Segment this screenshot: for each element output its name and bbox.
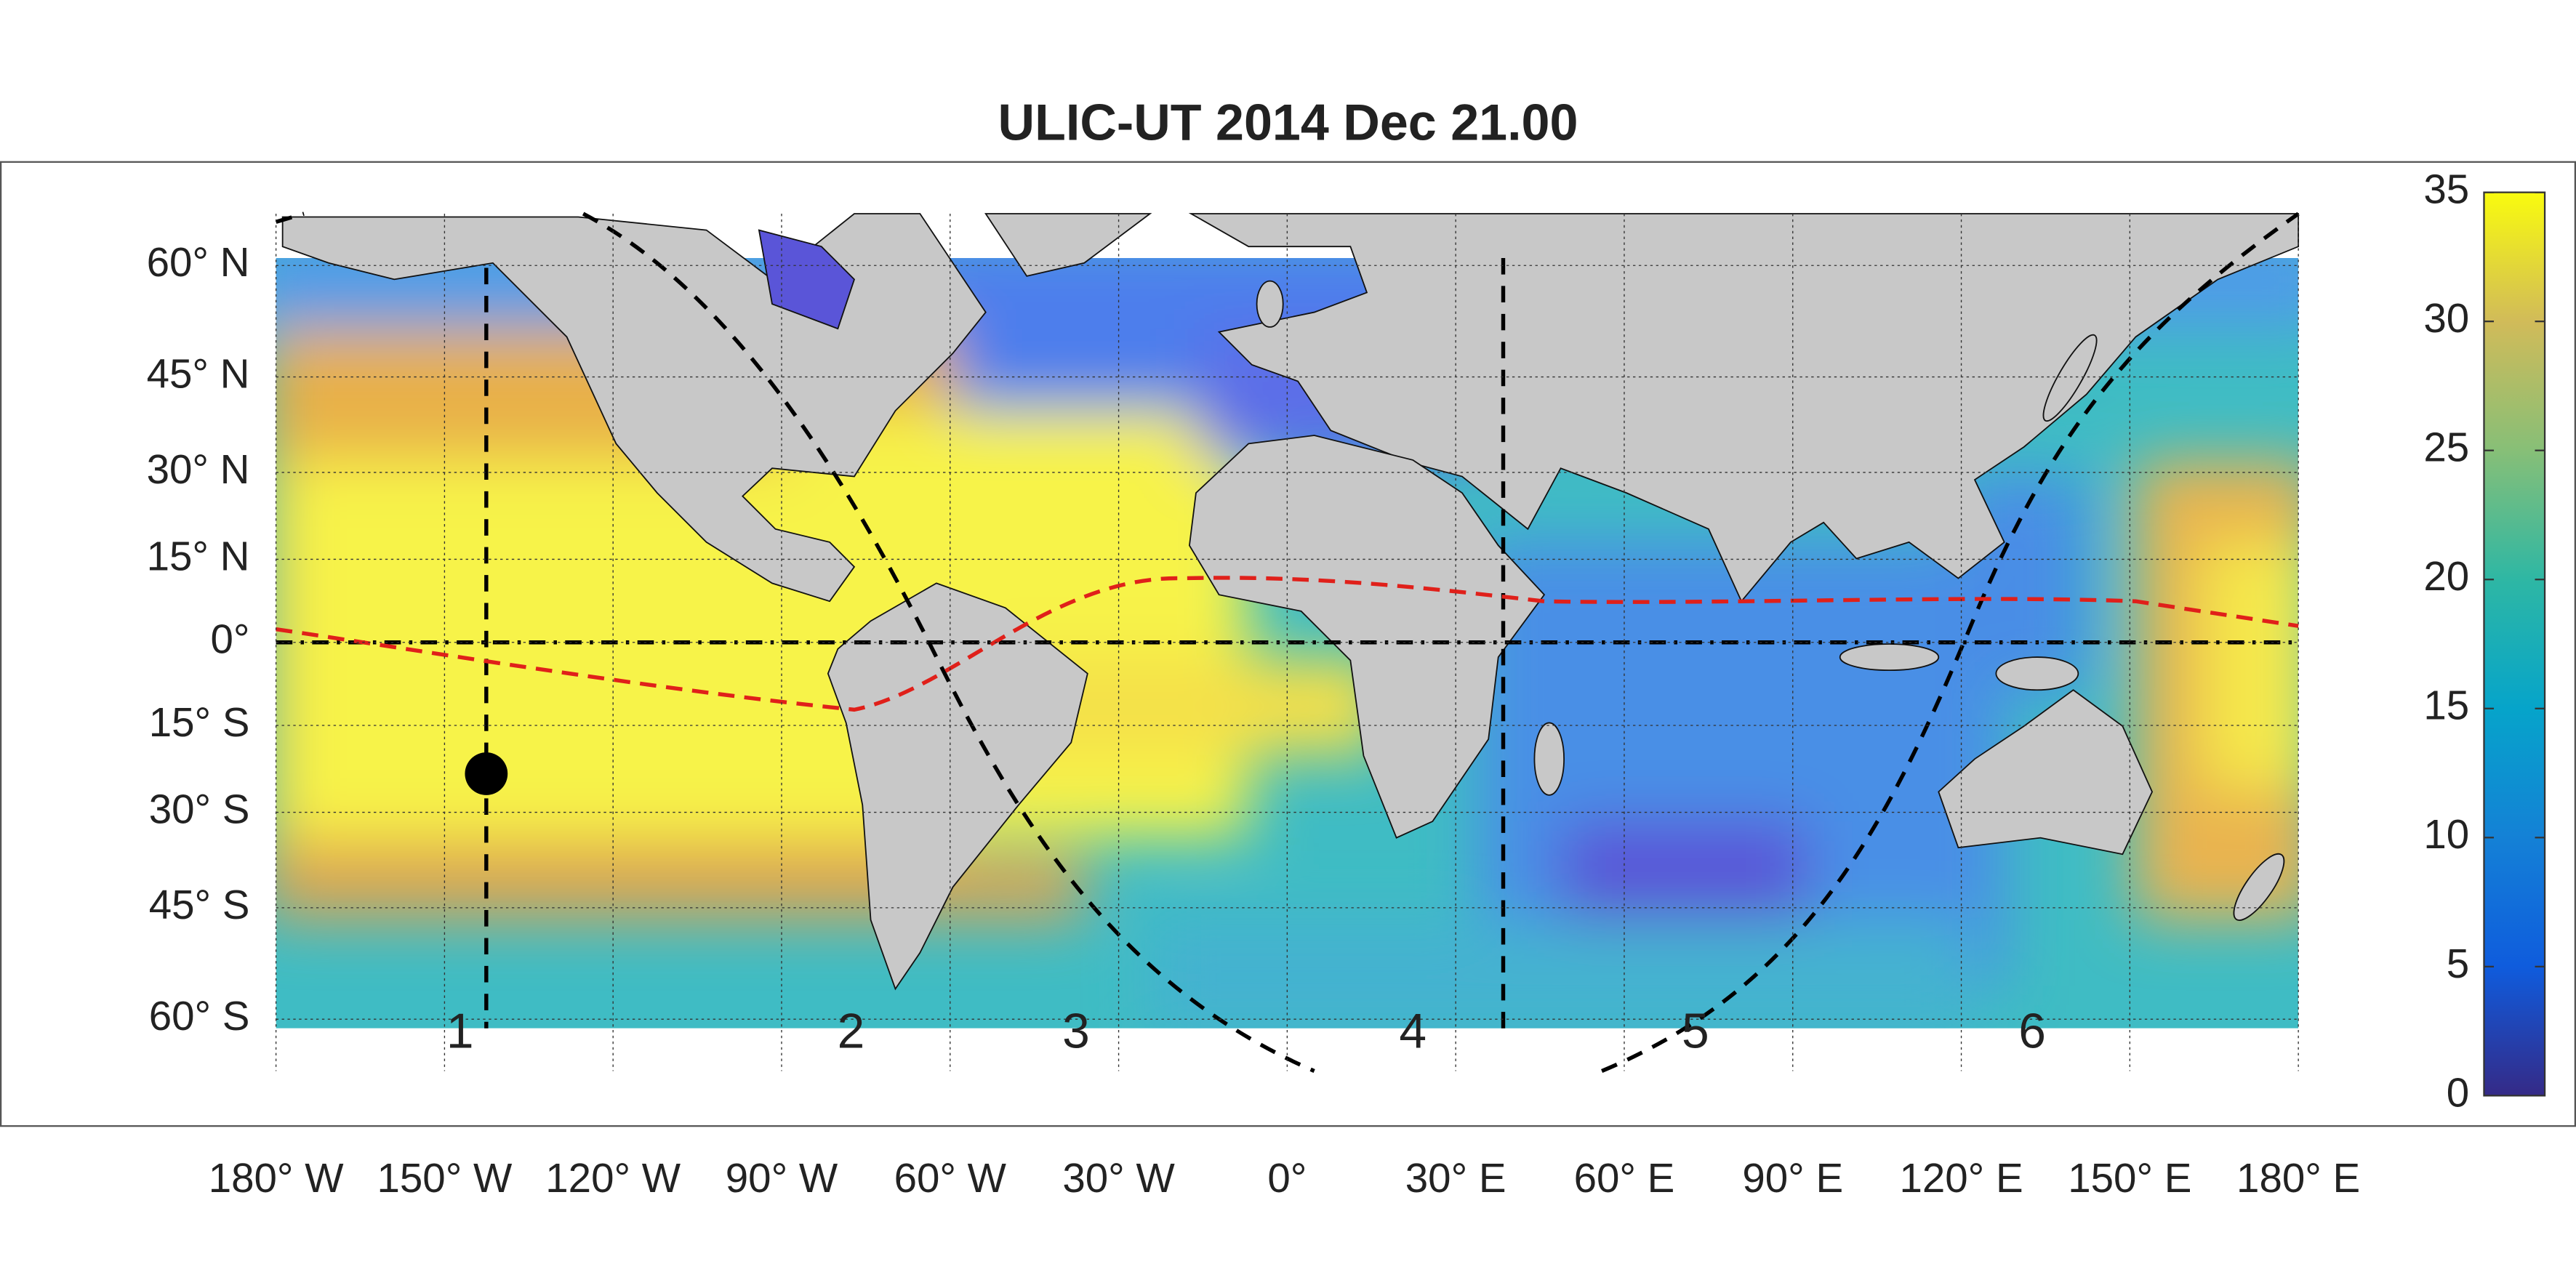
x-tick-label: 180° W: [209, 1155, 344, 1201]
region-label: 3: [1062, 1005, 1090, 1059]
boundary-curve: [1601, 212, 2300, 1073]
x-tick-label: 0°: [1267, 1155, 1307, 1201]
y-tick-label: 45° N: [147, 351, 250, 397]
x-tick-label: 90° E: [1742, 1155, 1843, 1201]
title: ULIC-UT 2014 Dec 21.00: [998, 94, 1578, 151]
colorbar-tick-label: 35: [2423, 166, 2469, 212]
x-tick-label: 150° E: [2068, 1155, 2191, 1201]
x-tick-label: 180° E: [2236, 1155, 2360, 1201]
x-tick-label: 120° E: [1899, 1155, 2023, 1201]
colorbar-tick-label: 10: [2423, 811, 2469, 857]
labels: 180° W 150° W 120° W 90° W 60° W 30° W 0° 30° E…: [147, 239, 2361, 1201]
colorbar-tick-label: 5: [2447, 941, 2469, 986]
y-tick-label: 15° N: [147, 533, 250, 579]
colorbar: [2483, 191, 2546, 1097]
figure-frame: [0, 161, 2576, 1127]
boundary-curve: [582, 212, 1315, 1073]
boundary-curve: [275, 212, 305, 224]
y-tick-label: 45° S: [149, 882, 250, 927]
y-tick-label: 60° S: [149, 993, 250, 1039]
region-label: 6: [2018, 1005, 2046, 1059]
y-tick-label: 30° N: [147, 446, 250, 492]
x-tick-label: 120° W: [545, 1155, 681, 1201]
x-tick-label: 60° W: [894, 1155, 1007, 1201]
y-tick-label: 15° S: [149, 699, 250, 745]
x-tick-label: 60° E: [1574, 1155, 1675, 1201]
overlay-lines: [275, 212, 2300, 1073]
x-tick-label: 30° E: [1405, 1155, 1506, 1201]
region-label: 5: [1682, 1005, 1709, 1059]
grid: [275, 213, 2299, 1071]
colorbar-axis: 0 5 10 15 20 25 30 35: [2423, 166, 2545, 1115]
y-tick-label: 60° N: [147, 239, 250, 285]
y-tick-label: 30° S: [149, 786, 250, 832]
colorbar-tick-label: 20: [2423, 553, 2469, 599]
red-curve: [276, 576, 2299, 712]
region-label: 4: [1399, 1005, 1427, 1059]
y-tick-label: 0°: [210, 616, 249, 662]
x-tick-label: 150° W: [377, 1155, 513, 1201]
x-tick-label: 90° W: [726, 1155, 838, 1201]
colorbar-tick-label: 30: [2423, 295, 2469, 341]
colorbar-tick-label: 15: [2423, 683, 2469, 728]
colorbar-tick-label: 0: [2447, 1069, 2469, 1115]
x-tick-label: 30° W: [1062, 1155, 1175, 1201]
colorbar-tick-label: 25: [2423, 424, 2469, 470]
region-label: 2: [838, 1005, 865, 1059]
region-label: 1: [446, 1005, 474, 1059]
location-marker: [465, 752, 508, 795]
